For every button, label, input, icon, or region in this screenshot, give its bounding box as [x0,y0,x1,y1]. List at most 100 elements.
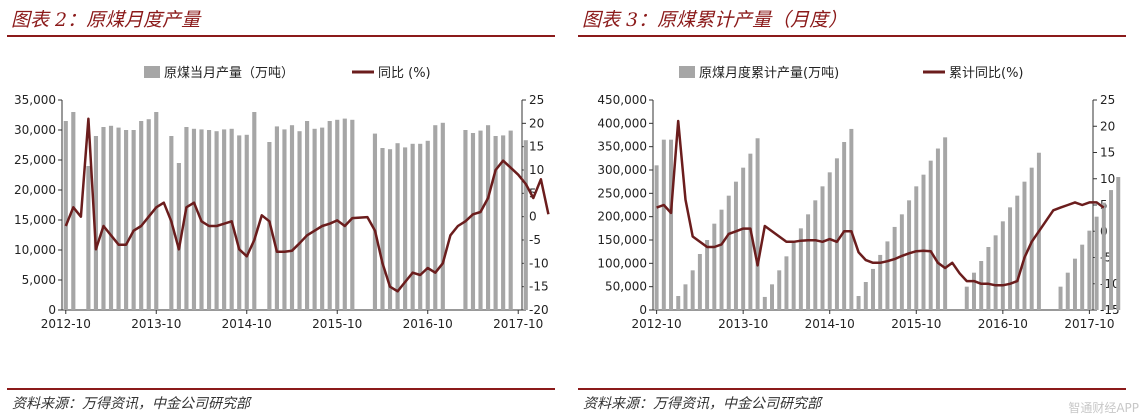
y-right-tick-label: -5 [1100,251,1112,265]
bar [176,163,181,310]
legend-label-bar: 原煤当月产量（万吨） [164,66,294,81]
bar [676,296,681,310]
bar [907,200,912,310]
bar [252,112,257,310]
bar [741,167,746,310]
bar [222,129,227,310]
bar [899,214,904,310]
bar [1109,190,1114,310]
y-right-tick-label: -10 [529,256,549,270]
y-right-tick-label: 20 [529,116,544,130]
y-right-tick-label: 10 [1100,172,1115,186]
y-right-tick-label: 25 [529,93,544,107]
bar [791,242,796,310]
chart-panel-right: 图表 3：原煤累计产量（月度） 原煤月度累计产量(万吨) 累计同比(%) 0 50,0… [571,0,1133,420]
bar [683,284,688,310]
x-tick-label: 2012-10 [632,317,682,331]
y-left-tick-label: 0 [639,303,647,317]
bar [1116,177,1121,310]
bar [214,131,219,310]
bar [885,241,890,310]
bar [350,119,355,310]
bar [320,127,325,310]
bar [71,112,76,310]
bar [762,296,767,310]
bar [834,158,839,310]
y-left-tick-label: 150,000 [597,233,647,247]
bar [1029,167,1034,310]
bar [784,256,789,310]
x-tick-label: 2014-10 [805,317,855,331]
bar [1015,195,1020,310]
bar [508,130,513,310]
bar [184,127,189,310]
y-left-tick-label: 100,000 [597,256,647,270]
bar [1058,286,1063,310]
bar [289,125,295,310]
bar [1094,216,1099,310]
bar [690,270,695,310]
bar [986,247,991,310]
bar [63,121,68,310]
x-tick-label: 2013-10 [718,317,768,331]
y-left-tick-label: 35,000 [14,93,56,107]
bar [335,119,340,310]
bar [697,254,702,310]
y-right-tick-label: 0 [529,210,537,224]
bar [501,135,506,310]
bar [813,200,818,310]
y-left-tick-label: 20,000 [14,183,56,197]
bar [282,129,287,310]
bar [433,125,438,310]
bar [863,282,868,310]
y-right-tick-label: 5 [529,186,537,200]
legend-swatch-bar [679,66,695,78]
source-rule [578,388,1126,390]
bar [146,119,151,310]
bar [410,143,415,310]
bar [842,142,847,310]
bar [777,270,782,310]
y-right-tick-label: -20 [529,303,549,317]
bar [470,133,476,310]
bar [806,214,811,310]
bar [827,172,832,310]
bar [1087,230,1092,310]
bar [274,126,279,311]
bar [440,122,445,310]
y-left-tick-label: 400,000 [597,116,647,130]
chart-panel-left: 图表 2：原煤月度产量 原煤当月产量（万吨） 同比 (%) 0 5,000 10,000… [0,0,562,420]
legend-label-bar: 原煤月度累计产量(万吨) [699,65,839,81]
x-tick-label: 2015-10 [312,317,362,331]
bar [878,254,883,310]
bar [935,148,940,310]
y-right-tick-label: -5 [529,233,541,247]
y-left-tick-label: 25,000 [14,153,56,167]
legend-swatch-bar [144,66,160,78]
bar [856,296,861,310]
legend-label-line: 同比 (%) [378,66,431,81]
bar [733,181,738,310]
x-tick-label: 2016-10 [403,317,453,331]
series-line [64,117,550,293]
bar [116,127,121,310]
bar [979,261,984,310]
bar [327,121,332,310]
bar [305,121,310,310]
y-left-tick-label: 0 [48,303,56,317]
x-tick-label: 2016-10 [978,317,1028,331]
x-tick-label: 2017-10 [1064,317,1114,331]
chart-svg-left: 原煤当月产量（万吨） 同比 (%) 0 5,000 10,000 15,000 20,000… [14,66,550,331]
y-left-tick-label: 300,000 [597,163,647,177]
bar [993,235,998,310]
bar [755,138,760,310]
bar [237,135,242,310]
y-left-tick-label: 10,000 [14,243,56,257]
bar [849,128,854,310]
bar [108,125,114,310]
title-rule [7,35,555,37]
bar [1008,207,1013,310]
x-tick-label: 2014-10 [222,317,272,331]
bar [726,195,731,310]
title-rule [578,35,1126,37]
